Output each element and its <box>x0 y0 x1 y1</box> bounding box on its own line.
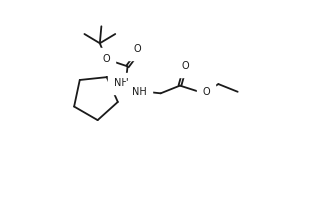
Text: O: O <box>202 87 210 97</box>
Text: NH: NH <box>132 87 147 97</box>
Text: O: O <box>134 44 141 54</box>
Text: NH: NH <box>114 78 129 88</box>
Text: O: O <box>182 61 189 71</box>
Text: O: O <box>102 54 110 64</box>
